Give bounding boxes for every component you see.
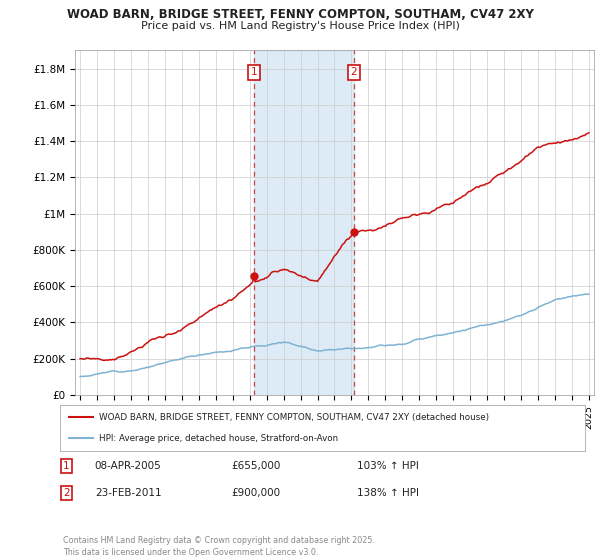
Text: Price paid vs. HM Land Registry's House Price Index (HPI): Price paid vs. HM Land Registry's House … [140,21,460,31]
Text: 103% ↑ HPI: 103% ↑ HPI [357,461,419,471]
Text: 1: 1 [63,461,70,471]
Text: Contains HM Land Registry data © Crown copyright and database right 2025.
This d: Contains HM Land Registry data © Crown c… [63,536,375,557]
Text: 08-APR-2005: 08-APR-2005 [95,461,161,471]
Text: WOAD BARN, BRIDGE STREET, FENNY COMPTON, SOUTHAM, CV47 2XY: WOAD BARN, BRIDGE STREET, FENNY COMPTON,… [67,8,533,21]
Text: 23-FEB-2011: 23-FEB-2011 [95,488,161,498]
Text: £655,000: £655,000 [231,461,280,471]
Text: £900,000: £900,000 [231,488,280,498]
Text: 2: 2 [350,67,358,77]
Bar [254,50,354,395]
Text: 2: 2 [63,488,70,498]
Text: HPI: Average price, detached house, Stratford-on-Avon: HPI: Average price, detached house, Stra… [100,434,338,443]
Text: 138% ↑ HPI: 138% ↑ HPI [357,488,419,498]
Text: WOAD BARN, BRIDGE STREET, FENNY COMPTON, SOUTHAM, CV47 2XY (detached house): WOAD BARN, BRIDGE STREET, FENNY COMPTON,… [100,413,490,422]
Text: 1: 1 [251,67,257,77]
